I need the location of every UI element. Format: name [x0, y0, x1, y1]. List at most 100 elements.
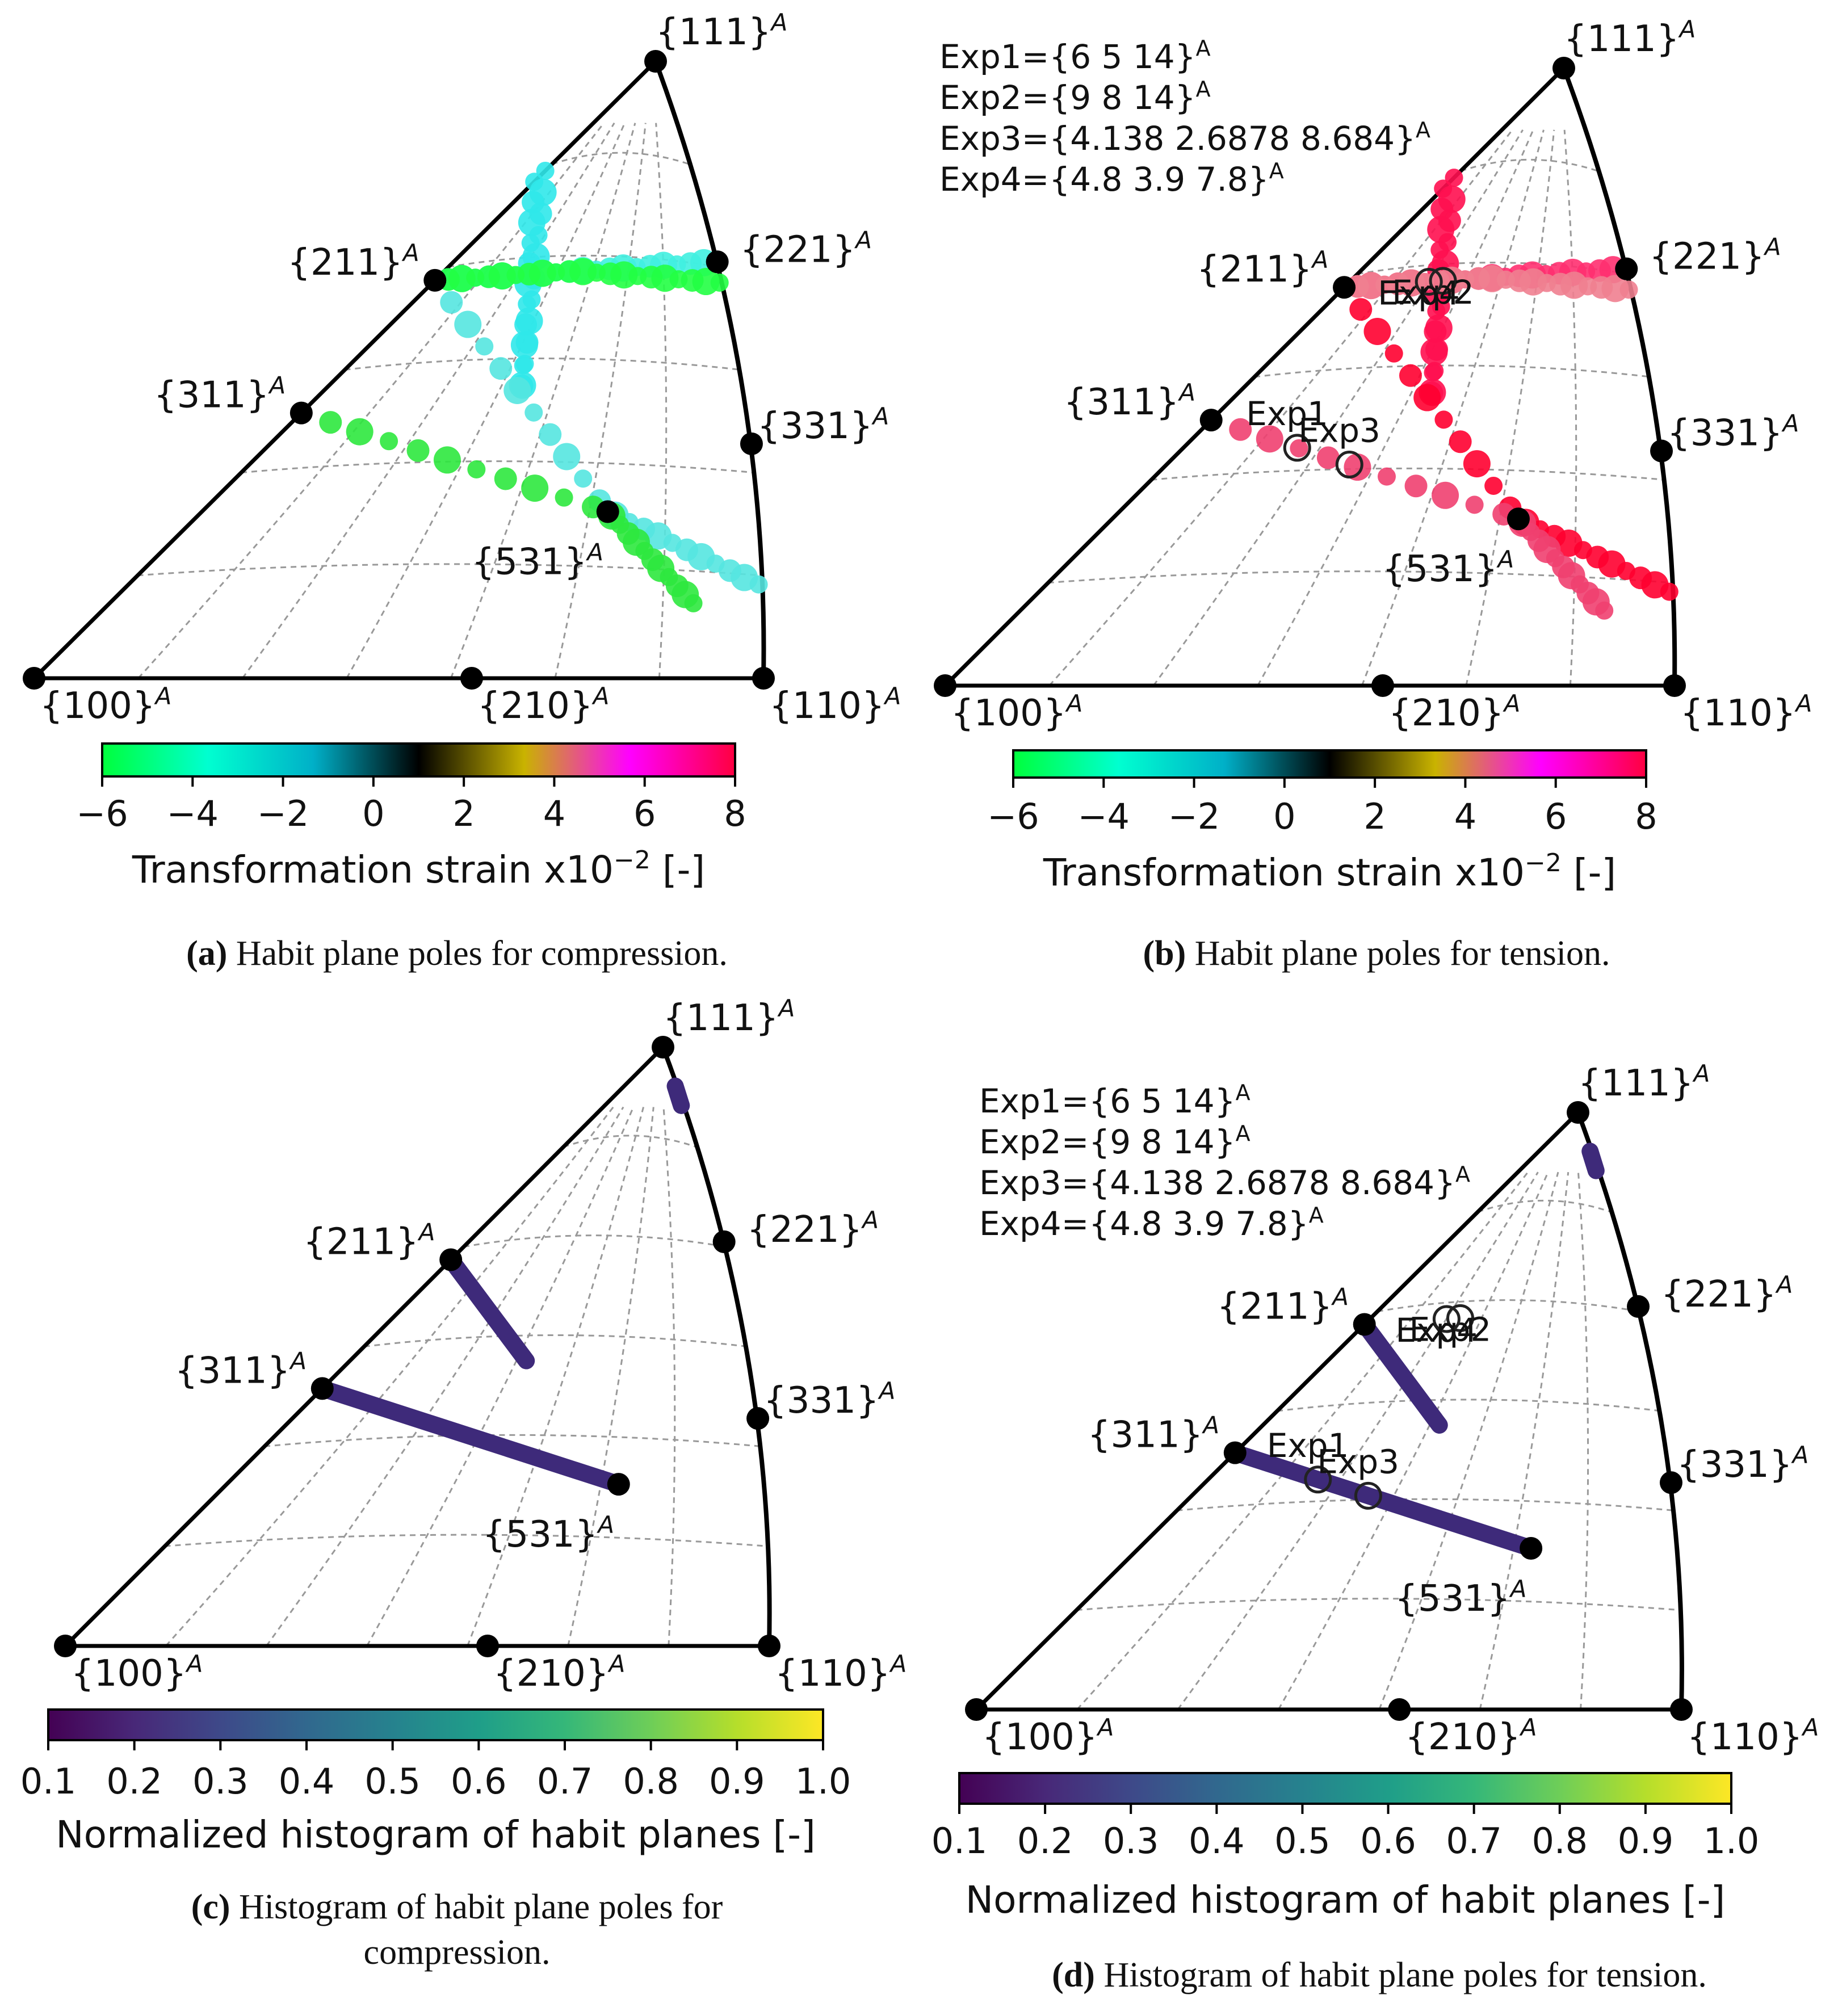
caption-d: (d) Histogram of habit plane poles for t…	[1052, 1956, 1707, 1994]
colorbar-tick-label: −2	[257, 793, 309, 834]
data-point	[1465, 495, 1484, 514]
data-point	[494, 467, 517, 490]
pole-label: {100}A	[40, 682, 171, 728]
colorbar-tick-label: 8	[724, 793, 746, 834]
colorbar-tick-label: −4	[167, 793, 219, 834]
experiment-label: Exp3	[1298, 411, 1380, 450]
grid-line	[1076, 1171, 1529, 1711]
pole-label-sup: A	[1096, 1713, 1114, 1741]
data-point	[515, 307, 543, 335]
panel-b: {111}A {211}A {221}A {311}A {331}A {531}A {100…	[934, 15, 1812, 895]
colorbar-tick-label: 0.1	[20, 1761, 77, 1802]
data-point	[1349, 298, 1373, 321]
data-point	[467, 460, 486, 478]
grid-line	[264, 1434, 761, 1447]
pole-label: {110}A	[1687, 1713, 1819, 1759]
density-band	[1356, 1316, 1448, 1434]
pole-label-sup: A	[185, 1650, 203, 1678]
colorbar-tick-label: 8	[1635, 796, 1657, 837]
pole-label-sup: A	[1503, 690, 1521, 717]
colorbar-label: Transformation strain x10−2 [-]	[1043, 849, 1616, 895]
pole-marker	[460, 667, 483, 690]
colorbar-label-unit: [-]	[651, 848, 705, 892]
arc-111-110	[1576, 1111, 1684, 1710]
legend-sup: A	[1269, 158, 1284, 183]
experiment-circle	[1446, 1304, 1475, 1332]
pole-label-sup: A	[1791, 1441, 1809, 1469]
grid-line	[450, 123, 636, 679]
pole-marker	[652, 1036, 674, 1059]
pole-label-sup: A	[883, 682, 901, 710]
pole-label-sup: A	[585, 538, 603, 566]
arc-111-110	[661, 1046, 772, 1647]
legend-sup: A	[1196, 77, 1211, 102]
edge-100-111	[975, 1111, 1580, 1711]
pole-label: {531}A	[482, 1511, 614, 1556]
pole-marker	[1333, 276, 1356, 299]
pole-label: {100}A	[71, 1650, 203, 1695]
colorbar-tick-label: 4	[543, 793, 565, 834]
legend-sup: A	[1416, 117, 1430, 142]
data-point	[1344, 453, 1371, 481]
data-point	[489, 357, 513, 380]
data-point	[529, 226, 548, 245]
pole-label-sup: A	[1775, 1270, 1793, 1298]
pole-label-sup: A	[1201, 1411, 1219, 1439]
experiment-circle	[1304, 1465, 1332, 1494]
colorbar-tick-label: 6	[633, 793, 656, 834]
colorbar-tick-label: 0.4	[1189, 1820, 1245, 1862]
grid-line	[1277, 1171, 1549, 1710]
pole-label-sup: A	[1519, 1713, 1537, 1741]
pole-label: {221}A	[747, 1206, 879, 1251]
data-point	[1432, 297, 1450, 316]
data-point	[1425, 314, 1453, 342]
data-point	[515, 355, 534, 373]
pole-label: {210}A	[1388, 690, 1520, 735]
grid-line	[655, 123, 668, 679]
data-point	[529, 202, 552, 225]
grid-line	[1177, 1498, 1675, 1511]
data-point	[1434, 410, 1453, 429]
data-point	[555, 488, 573, 507]
colorbar-tick-label: −4	[1078, 796, 1130, 837]
data-point	[346, 418, 374, 446]
grid-line	[266, 1106, 624, 1647]
data-point	[529, 178, 557, 206]
data-point	[1404, 474, 1428, 498]
legend-entry: Exp4={4.8 3.9 7.8}A	[939, 158, 1284, 199]
pole-label: {531}A	[1382, 545, 1514, 591]
grid-lines	[1076, 1171, 1680, 1711]
pole-label: {111}A	[1578, 1060, 1710, 1105]
data-point	[440, 291, 463, 314]
pole-marker	[1223, 1441, 1247, 1464]
pole-label: {331}A	[1677, 1441, 1808, 1486]
pole-label: {110}A	[1680, 690, 1812, 735]
legend-entry: Exp2={9 8 14}A	[939, 77, 1211, 117]
data-point	[1463, 450, 1491, 478]
panel-a: {111}A {211}A {221}A {311}A {331}A {531}A {100…	[23, 9, 901, 892]
data-point	[475, 337, 494, 356]
pole-label: {210}A	[1405, 1713, 1537, 1759]
data-point	[684, 594, 703, 612]
grid-line	[1152, 129, 1524, 686]
data-point	[1432, 481, 1459, 509]
colorbar-tick-label: 2	[1363, 796, 1386, 837]
grid-line	[563, 1135, 697, 1148]
panel-d: {111}A {211}A {221}A {311}A {331}A {531}A {100…	[931, 1060, 1819, 1922]
grid-line	[1361, 129, 1545, 686]
pole-marker	[1627, 1295, 1650, 1318]
colorbar-tick-label: 0.6	[451, 1761, 507, 1802]
data-point	[1229, 418, 1252, 441]
grid-line	[241, 122, 615, 679]
grid-line	[137, 122, 605, 679]
pole-label-sup: A	[1794, 690, 1812, 717]
pole-marker	[1388, 1698, 1411, 1721]
data-point	[710, 273, 729, 292]
data-point	[1438, 185, 1466, 213]
grid-line	[1563, 129, 1577, 686]
data-point	[522, 290, 541, 309]
pole-marker	[752, 667, 775, 690]
colorbar-tick-label: 0.9	[709, 1761, 765, 1802]
